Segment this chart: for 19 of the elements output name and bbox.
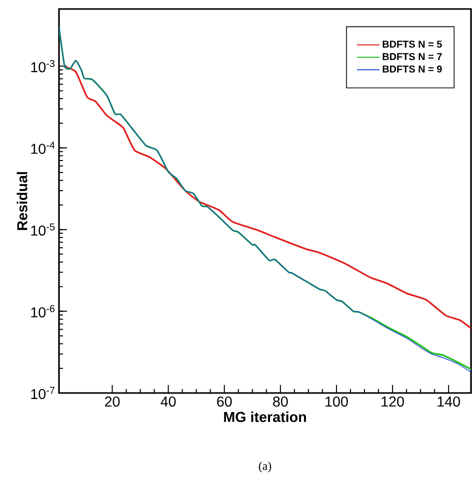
x-tick-label: 140	[438, 396, 460, 407]
x-axis-title: MG iteration	[224, 412, 306, 422]
legend-label: BDFTS N = 9	[382, 66, 442, 73]
y-tick-label: 10$^{-6}$	[31, 305, 55, 318]
y-tick-label: 10$^{-5}$	[31, 223, 55, 236]
x-tick-label: 40	[160, 396, 176, 407]
text: (a)	[258, 462, 272, 472]
y-tick-label: 10$^{-7}$	[31, 386, 54, 400]
x-tick-label: 60	[217, 396, 232, 407]
y-axis-title: Residual	[16, 172, 28, 230]
x-tick-label: 120	[382, 396, 404, 407]
legend-label: BDFTS N = 5	[382, 40, 442, 48]
y-tick-label: 10$^{-3}$	[31, 60, 55, 72]
line-series	[64, 66, 472, 330]
x-tick-label: 100	[326, 396, 348, 407]
legend-label: BDFTS N = 7	[382, 53, 442, 60]
y-tick-label: 10$^{-4}$	[31, 142, 55, 154]
x-tick-label: 20	[104, 396, 120, 407]
x-tick-label: 80	[273, 396, 288, 407]
